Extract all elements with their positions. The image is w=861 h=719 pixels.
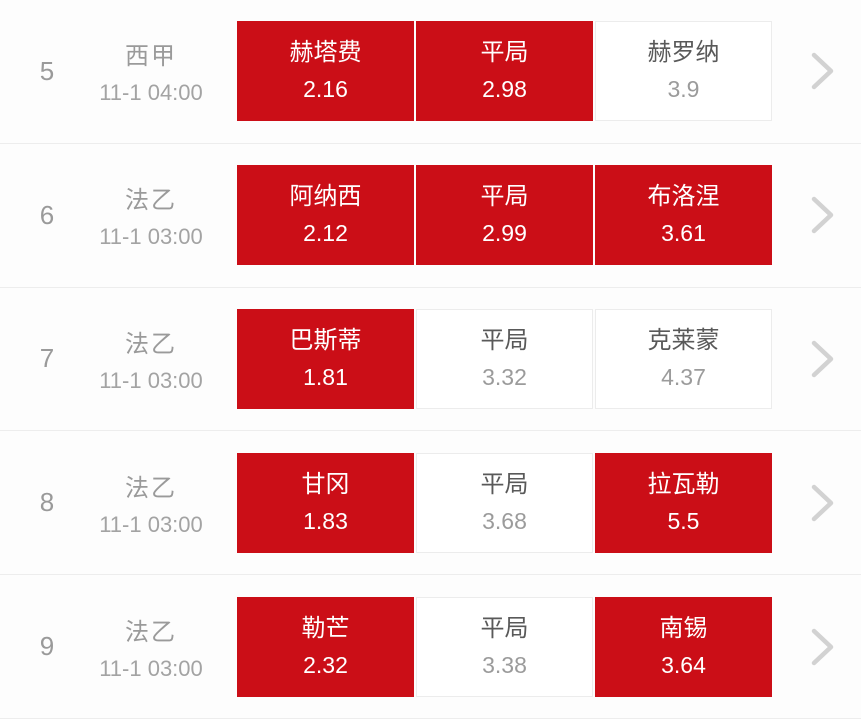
odds-away-label: 南锡 (659, 614, 708, 642)
odds-button-away[interactable]: 拉瓦勒 5.5 (595, 452, 772, 553)
odds-button-draw[interactable]: 平局 3.38 (416, 596, 593, 697)
odds-draw-value: 3.68 (482, 507, 527, 534)
odds-group: 赫塔费 2.16 平局 2.98 赫罗纳 3.9 (237, 21, 772, 122)
odds-home-value: 2.32 (303, 651, 348, 678)
match-row: 5 西甲 11-1 04:00 赫塔费 2.16 平局 2.98 赫罗纳 3.9 (0, 0, 861, 144)
odds-button-away[interactable]: 布洛涅 3.61 (595, 165, 772, 266)
odds-button-home[interactable]: 勒芒 2.32 (237, 596, 414, 697)
odds-group: 勒芒 2.32 平局 3.38 南锡 3.64 (237, 596, 772, 697)
odds-button-home[interactable]: 巴斯蒂 1.81 (237, 308, 414, 409)
odds-away-label: 布洛涅 (647, 183, 720, 211)
odds-button-home[interactable]: 赫塔费 2.16 (237, 21, 414, 122)
odds-home-label: 勒芒 (301, 614, 350, 642)
odds-home-value: 1.83 (303, 507, 348, 534)
match-row: 8 法乙 11-1 03:00 甘冈 1.83 平局 3.68 拉瓦勒 5.5 (0, 431, 861, 576)
odds-draw-value: 2.99 (482, 220, 527, 247)
match-time: 11-1 03:00 (99, 224, 203, 250)
chevron-right-icon[interactable] (805, 621, 839, 673)
match-meta: 法乙 11-1 03:00 (76, 180, 226, 250)
odds-draw-value: 2.98 (482, 76, 527, 103)
odds-button-draw[interactable]: 平局 3.68 (416, 452, 593, 553)
odds-draw-value: 3.32 (482, 363, 527, 390)
odds-away-label: 赫罗纳 (647, 39, 720, 67)
odds-button-draw[interactable]: 平局 2.98 (416, 21, 593, 122)
odds-draw-label: 平局 (480, 183, 529, 211)
odds-draw-label: 平局 (480, 39, 529, 67)
odds-away-value: 3.9 (667, 76, 700, 103)
odds-button-away[interactable]: 克莱蒙 4.37 (595, 308, 772, 409)
league-label: 法乙 (125, 330, 177, 358)
match-row: 6 法乙 11-1 03:00 阿纳西 2.12 平局 2.99 布洛涅 3.6… (0, 143, 861, 288)
odds-away-value: 3.61 (661, 220, 706, 247)
odds-home-label: 赫塔费 (289, 39, 362, 67)
odds-draw-label: 平局 (480, 326, 529, 354)
odds-draw-label: 平局 (480, 470, 529, 498)
odds-draw-value: 3.38 (482, 651, 527, 678)
odds-home-value: 2.12 (303, 220, 348, 247)
match-meta: 法乙 11-1 03:00 (76, 468, 226, 538)
odds-button-away[interactable]: 赫罗纳 3.9 (595, 21, 772, 122)
match-index: 5 (39, 55, 55, 86)
odds-draw-label: 平局 (480, 614, 529, 642)
odds-home-value: 1.81 (303, 363, 348, 390)
league-label: 法乙 (125, 187, 177, 215)
match-meta: 法乙 11-1 03:00 (76, 612, 226, 682)
odds-button-draw[interactable]: 平局 2.99 (416, 165, 593, 266)
match-meta: 西甲 11-1 04:00 (76, 36, 226, 106)
league-label: 西甲 (125, 43, 177, 71)
match-time: 11-1 03:00 (99, 511, 203, 537)
league-label: 法乙 (125, 474, 177, 502)
league-label: 法乙 (125, 618, 177, 646)
match-index: 7 (39, 343, 55, 374)
match-index: 8 (39, 487, 55, 518)
odds-group: 阿纳西 2.12 平局 2.99 布洛涅 3.61 (237, 165, 772, 266)
odds-button-draw[interactable]: 平局 3.32 (416, 308, 593, 409)
match-time: 11-1 03:00 (99, 367, 203, 393)
match-row: 9 法乙 11-1 03:00 勒芒 2.32 平局 3.38 南锡 3.64 (0, 575, 861, 719)
odds-group: 甘冈 1.83 平局 3.68 拉瓦勒 5.5 (237, 452, 772, 553)
odds-button-home[interactable]: 甘冈 1.83 (237, 452, 414, 553)
odds-button-home[interactable]: 阿纳西 2.12 (237, 165, 414, 266)
odds-away-value: 5.5 (667, 507, 700, 534)
chevron-right-icon[interactable] (805, 477, 839, 529)
odds-home-label: 甘冈 (301, 470, 350, 498)
match-time: 11-1 03:00 (99, 655, 203, 681)
match-row: 7 法乙 11-1 03:00 巴斯蒂 1.81 平局 3.32 克莱蒙 4.3… (0, 287, 861, 432)
chevron-right-icon[interactable] (805, 45, 839, 97)
odds-away-label: 拉瓦勒 (647, 470, 720, 498)
match-time: 11-1 04:00 (99, 80, 203, 106)
odds-home-label: 巴斯蒂 (289, 326, 362, 354)
odds-group: 巴斯蒂 1.81 平局 3.32 克莱蒙 4.37 (237, 308, 772, 409)
odds-away-value: 4.37 (661, 363, 706, 390)
odds-home-value: 2.16 (303, 76, 348, 103)
odds-away-value: 3.64 (661, 651, 706, 678)
odds-away-label: 克莱蒙 (647, 326, 720, 354)
odds-home-label: 阿纳西 (289, 183, 362, 211)
match-index: 9 (39, 631, 55, 662)
match-index: 6 (39, 199, 55, 230)
chevron-right-icon[interactable] (805, 333, 839, 385)
match-meta: 法乙 11-1 03:00 (76, 324, 226, 394)
odds-button-away[interactable]: 南锡 3.64 (595, 596, 772, 697)
chevron-right-icon[interactable] (805, 189, 839, 241)
